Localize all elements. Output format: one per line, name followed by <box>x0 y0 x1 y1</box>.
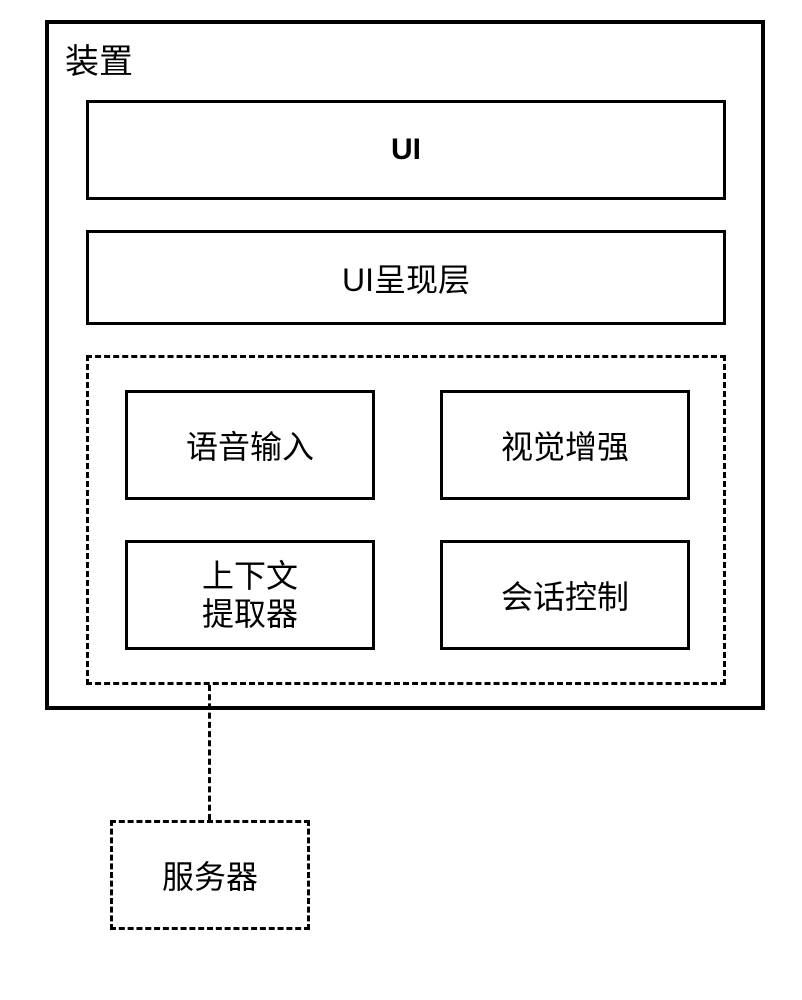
visual-enhance-box: 视觉增强 <box>440 390 690 500</box>
connector-line <box>208 685 211 820</box>
diagram-canvas: 装置 UI UI呈现层 语音输入 视觉增强 上下文 提取器 会话控制 服务器 <box>0 0 802 1000</box>
session-control-label: 会话控制 <box>501 572 629 618</box>
device-title: 装置 <box>65 34 133 83</box>
ui-layer-box: UI呈现层 <box>86 230 726 325</box>
server-box: 服务器 <box>110 820 310 930</box>
voice-input-box: 语音输入 <box>125 390 375 500</box>
ui-box-label: UI <box>391 133 421 167</box>
context-extractor-box: 上下文 提取器 <box>125 540 375 650</box>
ui-layer-label: UI呈现层 <box>342 255 470 301</box>
voice-input-label: 语音输入 <box>186 422 314 468</box>
session-control-box: 会话控制 <box>440 540 690 650</box>
visual-enhance-label: 视觉增强 <box>501 422 629 468</box>
context-extractor-label: 上下文 提取器 <box>202 557 298 634</box>
server-label: 服务器 <box>162 852 258 898</box>
ui-box: UI <box>86 100 726 200</box>
